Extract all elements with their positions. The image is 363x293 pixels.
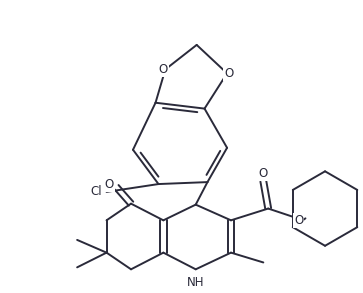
Text: O: O <box>259 167 268 180</box>
Text: O: O <box>159 63 168 76</box>
Text: O: O <box>294 214 303 227</box>
Text: O: O <box>224 67 234 80</box>
Text: Cl: Cl <box>90 185 102 198</box>
Text: NH: NH <box>187 275 204 289</box>
Text: O: O <box>105 178 114 190</box>
